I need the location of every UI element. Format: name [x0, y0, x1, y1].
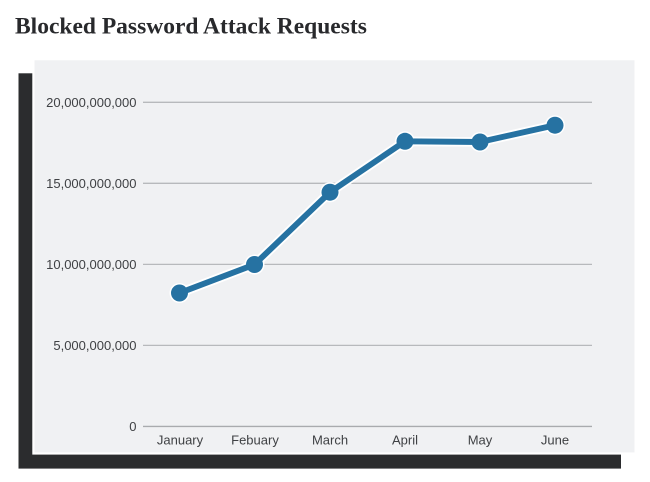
- svg-text:June: June: [541, 432, 569, 447]
- svg-text:January: January: [157, 432, 204, 447]
- svg-text:15,000,000,000: 15,000,000,000: [46, 176, 136, 191]
- svg-text:April: April: [392, 432, 418, 447]
- svg-text:March: March: [312, 432, 348, 447]
- svg-text:5,000,000,000: 5,000,000,000: [53, 338, 136, 353]
- svg-text:May: May: [468, 432, 493, 447]
- svg-text:10,000,000,000: 10,000,000,000: [46, 257, 136, 272]
- svg-text:0: 0: [129, 419, 136, 434]
- svg-text:20,000,000,000: 20,000,000,000: [46, 95, 136, 110]
- svg-text:Blocked Password Attack Reques: Blocked Password Attack Requests: [15, 14, 367, 40]
- svg-text:Febuary: Febuary: [231, 432, 279, 447]
